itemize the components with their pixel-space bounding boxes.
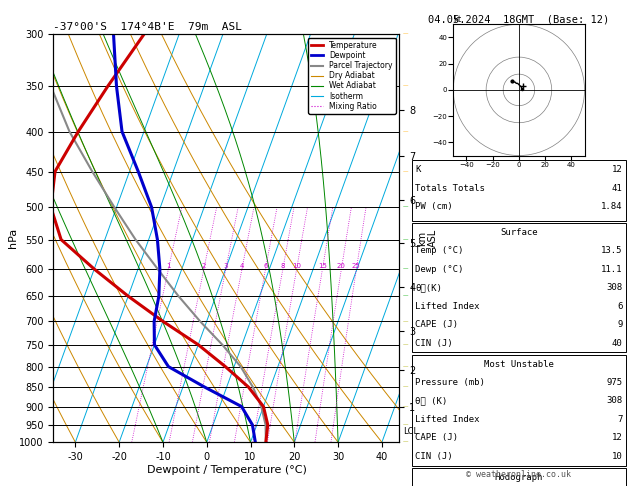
Text: 1: 1 [166,263,170,269]
Text: —: — [403,84,408,89]
Text: 12: 12 [612,165,623,174]
Text: Temp (°C): Temp (°C) [415,246,464,255]
Text: 40: 40 [612,339,623,347]
Text: —: — [403,237,408,242]
Text: 10: 10 [612,452,623,461]
Text: Most Unstable: Most Unstable [484,360,554,368]
Text: 04.05.2024  18GMT  (Base: 12): 04.05.2024 18GMT (Base: 12) [428,15,610,25]
Text: —: — [403,169,408,174]
Text: —: — [403,266,408,272]
Text: 11.1: 11.1 [601,265,623,274]
Text: Lifted Index: Lifted Index [415,415,480,424]
Text: 25: 25 [352,263,361,269]
Text: Hodograph: Hodograph [495,473,543,482]
Text: —: — [403,404,408,409]
Text: 13.5: 13.5 [601,246,623,255]
Text: 6: 6 [617,302,623,311]
Text: 9: 9 [617,320,623,329]
Text: 20: 20 [337,263,346,269]
Text: θᴄ(K): θᴄ(K) [415,283,442,292]
Text: 41: 41 [612,184,623,192]
Text: —: — [403,129,408,134]
Text: 12: 12 [612,434,623,442]
Text: —: — [403,32,408,36]
Text: —: — [403,364,408,369]
Text: © weatheronline.co.uk: © weatheronline.co.uk [467,469,571,479]
Y-axis label: km
ASL: km ASL [417,229,438,247]
Text: 8: 8 [281,263,285,269]
Text: Surface: Surface [500,228,538,237]
Text: kt: kt [454,15,462,24]
Text: 2: 2 [202,263,206,269]
Text: —: — [403,440,408,445]
Legend: Temperature, Dewpoint, Parcel Trajectory, Dry Adiabat, Wet Adiabat, Isotherm, Mi: Temperature, Dewpoint, Parcel Trajectory… [308,38,396,114]
Text: 7: 7 [617,415,623,424]
Text: 308: 308 [606,283,623,292]
Text: —: — [403,205,408,210]
Text: —: — [403,319,408,324]
Text: θᴄ (K): θᴄ (K) [415,397,447,405]
Text: PW (cm): PW (cm) [415,202,453,211]
Text: 975: 975 [606,378,623,387]
Text: LCL: LCL [403,427,418,436]
Text: Dewp (°C): Dewp (°C) [415,265,464,274]
Text: 10: 10 [292,263,301,269]
Text: —: — [403,342,408,347]
Text: -37°00'S  174°4B'E  79m  ASL: -37°00'S 174°4B'E 79m ASL [53,22,242,32]
Text: Lifted Index: Lifted Index [415,302,480,311]
Text: Totals Totals: Totals Totals [415,184,485,192]
Text: CIN (J): CIN (J) [415,339,453,347]
Text: —: — [403,422,408,427]
Text: CIN (J): CIN (J) [415,452,453,461]
Y-axis label: hPa: hPa [8,228,18,248]
Text: K: K [415,165,421,174]
X-axis label: Dewpoint / Temperature (°C): Dewpoint / Temperature (°C) [147,465,306,475]
Text: CAPE (J): CAPE (J) [415,434,458,442]
Text: —: — [403,384,408,390]
Text: 3: 3 [223,263,228,269]
Text: 1.84: 1.84 [601,202,623,211]
Text: 6: 6 [264,263,268,269]
Text: 15: 15 [318,263,327,269]
Text: 308: 308 [606,397,623,405]
Text: CAPE (J): CAPE (J) [415,320,458,329]
Text: 4: 4 [240,263,244,269]
Text: —: — [403,294,408,299]
Text: Pressure (mb): Pressure (mb) [415,378,485,387]
